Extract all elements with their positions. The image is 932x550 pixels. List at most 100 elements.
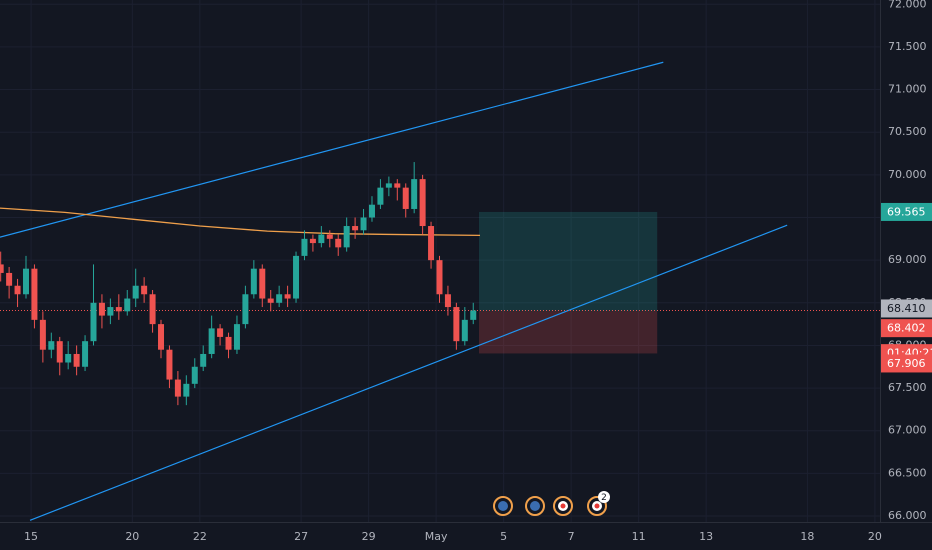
- candle-body: [259, 268, 266, 299]
- price-label: 68.402: [887, 322, 926, 335]
- candle-body: [183, 383, 190, 397]
- x-tick-label: May: [425, 530, 448, 543]
- y-tick-label: 70.500: [888, 125, 927, 138]
- candle-body: [267, 298, 274, 303]
- candle-body: [56, 341, 63, 363]
- y-tick-label: 69.000: [888, 253, 927, 266]
- stop-zone: [478, 311, 658, 354]
- candle-body: [318, 234, 325, 244]
- moving-average: [0, 207, 481, 237]
- price-label-box: [881, 319, 932, 338]
- candle-body: [191, 366, 198, 384]
- event-flag: [530, 501, 540, 511]
- candle-body: [293, 255, 300, 299]
- candle-body: [174, 379, 181, 397]
- candle-body: [73, 353, 80, 367]
- x-tick-label: 20: [868, 530, 882, 543]
- candle-body: [276, 294, 283, 303]
- candle-body: [301, 238, 308, 256]
- y-tick-label: 71.500: [888, 40, 927, 53]
- candle-body: [377, 187, 384, 205]
- candle-body: [326, 234, 333, 239]
- candle-body: [208, 328, 215, 354]
- y-tick-label: 66.000: [888, 509, 927, 522]
- candle-body: [250, 268, 257, 295]
- x-tick-label: 7: [568, 530, 575, 543]
- price-label: 69.565: [887, 205, 926, 218]
- x-tick-label: 13: [699, 530, 713, 543]
- y-tick-label: 72.000: [888, 0, 927, 10]
- candle-body: [65, 353, 72, 363]
- x-tick-label: 20: [125, 530, 139, 543]
- candle-body: [368, 204, 375, 218]
- candle-body: [444, 294, 451, 308]
- candle-body: [31, 268, 38, 320]
- candle-body: [470, 310, 477, 320]
- candle-body: [217, 328, 224, 337]
- event-badge-count: 2: [601, 493, 607, 503]
- candle-body: [453, 307, 460, 342]
- candle-body: [82, 341, 89, 367]
- candle-body: [309, 238, 316, 244]
- event-badge: [598, 491, 610, 503]
- candle-body: [352, 226, 359, 231]
- candle-body: [428, 226, 435, 261]
- candle-body: [411, 179, 418, 209]
- trend-line: [0, 61, 664, 238]
- candle-body: [132, 285, 139, 299]
- event-icons[interactable]: 2: [493, 491, 610, 516]
- trend-line: [29, 224, 788, 521]
- candle-body: [22, 268, 29, 295]
- x-tick-label: 27: [294, 530, 308, 543]
- candle-body: [343, 226, 350, 248]
- y-tick-label: 66.500: [888, 466, 927, 479]
- candle-body: [14, 285, 21, 295]
- candle-body: [6, 272, 13, 286]
- x-tick-label: 5: [500, 530, 507, 543]
- price-label-box: [881, 202, 932, 221]
- candle-body: [225, 336, 232, 350]
- price-label: 67.906: [887, 357, 926, 370]
- event-flag: [560, 503, 566, 509]
- candle-body: [48, 341, 55, 350]
- candle-body: [124, 298, 131, 312]
- x-tick-label: 22: [193, 530, 207, 543]
- y-tick-label: 67.000: [888, 424, 927, 437]
- candle-body: [402, 187, 409, 209]
- candle-body: [98, 302, 105, 316]
- event-flag: [498, 501, 508, 511]
- candle-body: [284, 294, 291, 299]
- candle-body: [461, 319, 468, 342]
- candle-body: [436, 260, 443, 295]
- candle-body: [233, 324, 240, 350]
- x-tick-label: 29: [362, 530, 376, 543]
- y-tick-label: 71.000: [888, 83, 927, 96]
- candle-body: [360, 217, 367, 231]
- candle-body: [200, 353, 207, 367]
- target-zone: [478, 211, 658, 312]
- candle-body: [242, 294, 249, 325]
- candle-body: [149, 294, 156, 325]
- candle-body: [115, 307, 122, 312]
- candle-body: [158, 324, 165, 350]
- y-tick-label: 67.500: [888, 381, 927, 394]
- candle-body: [419, 179, 426, 227]
- price-label-box: [881, 299, 932, 318]
- candle-body: [107, 307, 114, 316]
- candle-body: [39, 319, 46, 350]
- candle-body: [0, 264, 4, 273]
- x-tick-label: 18: [800, 530, 814, 543]
- candle-body: [141, 285, 148, 295]
- candle-body: [394, 183, 401, 188]
- y-tick-label: 70.000: [888, 168, 927, 181]
- price-label-box: [881, 354, 932, 373]
- event-flag: [594, 503, 600, 509]
- x-tick-label: 11: [632, 530, 646, 543]
- x-tick-label: 15: [24, 530, 38, 543]
- candle-body: [166, 349, 173, 380]
- price-label: 68.410: [887, 302, 926, 315]
- candle-body: [90, 302, 97, 342]
- candle-body: [385, 183, 392, 188]
- candle-body: [335, 238, 342, 248]
